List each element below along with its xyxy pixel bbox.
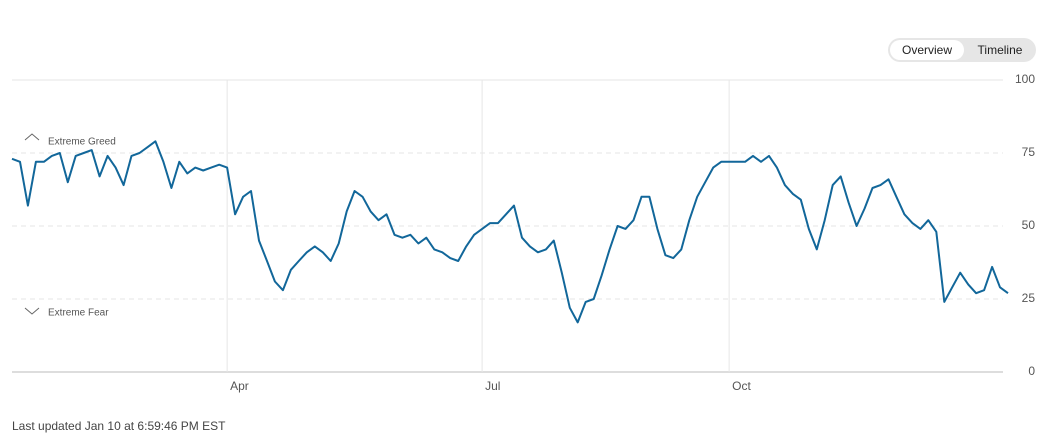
x-tick-label: Oct bbox=[732, 379, 751, 393]
tab-overview[interactable]: Overview bbox=[890, 40, 964, 60]
y-tick-label: 25 bbox=[1022, 291, 1036, 305]
tab-timeline[interactable]: Timeline bbox=[977, 43, 1023, 57]
chart: Extreme Greed Extreme Fear 0 25 50 75 100 Apr… bbox=[11, 72, 1036, 393]
down-chevron bbox=[24, 307, 40, 315]
annotation: Extreme Fear bbox=[48, 308, 109, 319]
series-line bbox=[11, 140, 1009, 324]
y-tick-label: 50 bbox=[1022, 218, 1036, 232]
x-tick-label: Apr bbox=[230, 379, 249, 393]
up-chevron bbox=[24, 133, 40, 141]
annotation: Extreme Greed bbox=[48, 137, 116, 148]
y-tick-label: 100 bbox=[1015, 72, 1035, 86]
y-tick-label: 0 bbox=[1028, 364, 1035, 378]
footer: Last updated Jan 10 at 6:59:46 PM EST bbox=[12, 419, 226, 433]
tab-switch: Overview Timeline bbox=[888, 38, 1036, 62]
x-tick-label: Jul bbox=[485, 379, 500, 393]
y-tick-label: 75 bbox=[1022, 145, 1036, 159]
